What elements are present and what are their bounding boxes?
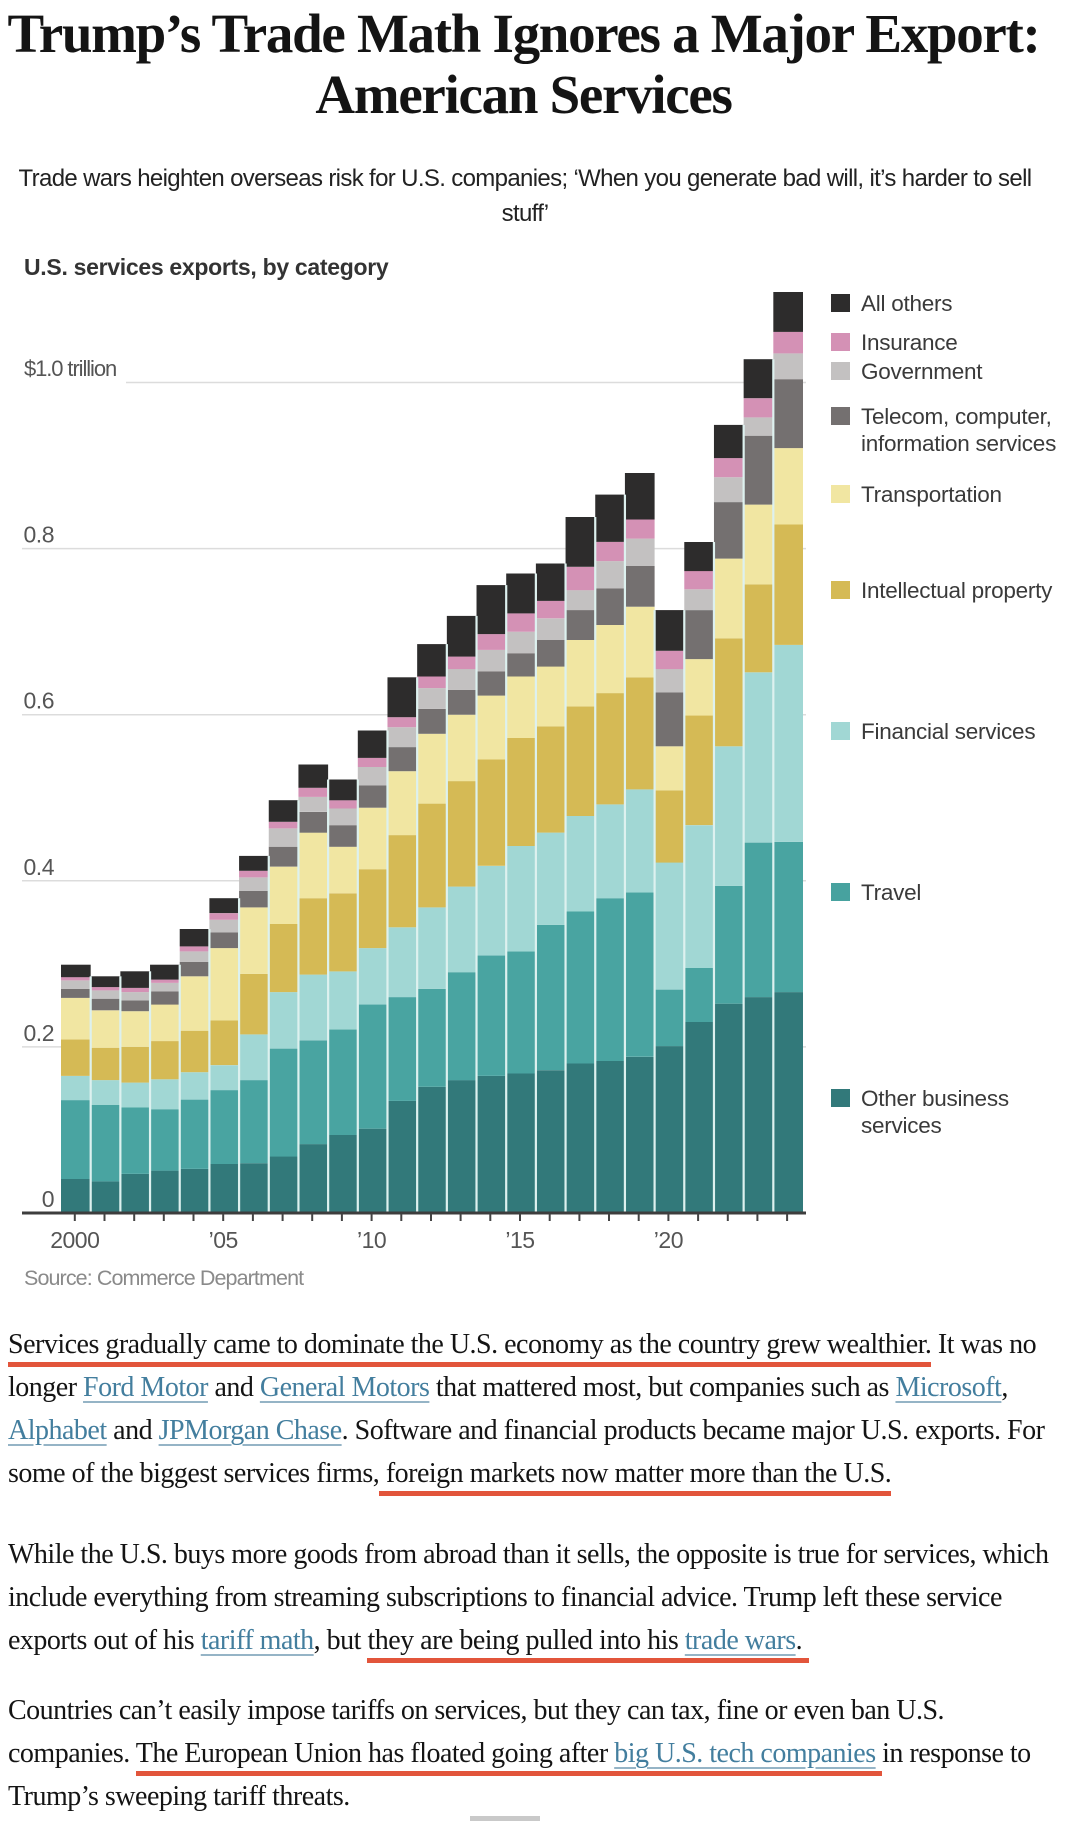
svg-text:Other business: Other business xyxy=(861,1086,1009,1111)
svg-text:Telecom, computer,: Telecom, computer, xyxy=(861,404,1052,429)
svg-text:2000: 2000 xyxy=(50,1227,99,1253)
svg-text:information services: information services xyxy=(861,431,1056,456)
svg-text:Source: Commerce Department: Source: Commerce Department xyxy=(24,1266,304,1290)
svg-text:0.4: 0.4 xyxy=(24,854,55,880)
svg-text:Transportation: Transportation xyxy=(861,482,1002,507)
svg-text:$1.0 trillion: $1.0 trillion xyxy=(24,356,116,381)
svg-text:’20: ’20 xyxy=(654,1227,683,1253)
svg-text:0: 0 xyxy=(42,1186,54,1212)
svg-text:Intellectual property: Intellectual property xyxy=(861,578,1053,603)
svg-text:Travel: Travel xyxy=(861,880,921,905)
svg-text:0.6: 0.6 xyxy=(24,688,54,714)
svg-text:Government: Government xyxy=(861,359,983,384)
svg-text:’05: ’05 xyxy=(209,1227,238,1253)
svg-text:0.8: 0.8 xyxy=(24,522,54,548)
svg-text:’15: ’15 xyxy=(505,1227,534,1253)
svg-text:0.2: 0.2 xyxy=(24,1020,54,1046)
svg-text:’10: ’10 xyxy=(357,1227,386,1253)
svg-text:Insurance: Insurance xyxy=(861,330,958,355)
svg-text:Financial services: Financial services xyxy=(861,719,1035,744)
svg-text:All others: All others xyxy=(861,291,952,316)
svg-text:services: services xyxy=(861,1113,942,1138)
